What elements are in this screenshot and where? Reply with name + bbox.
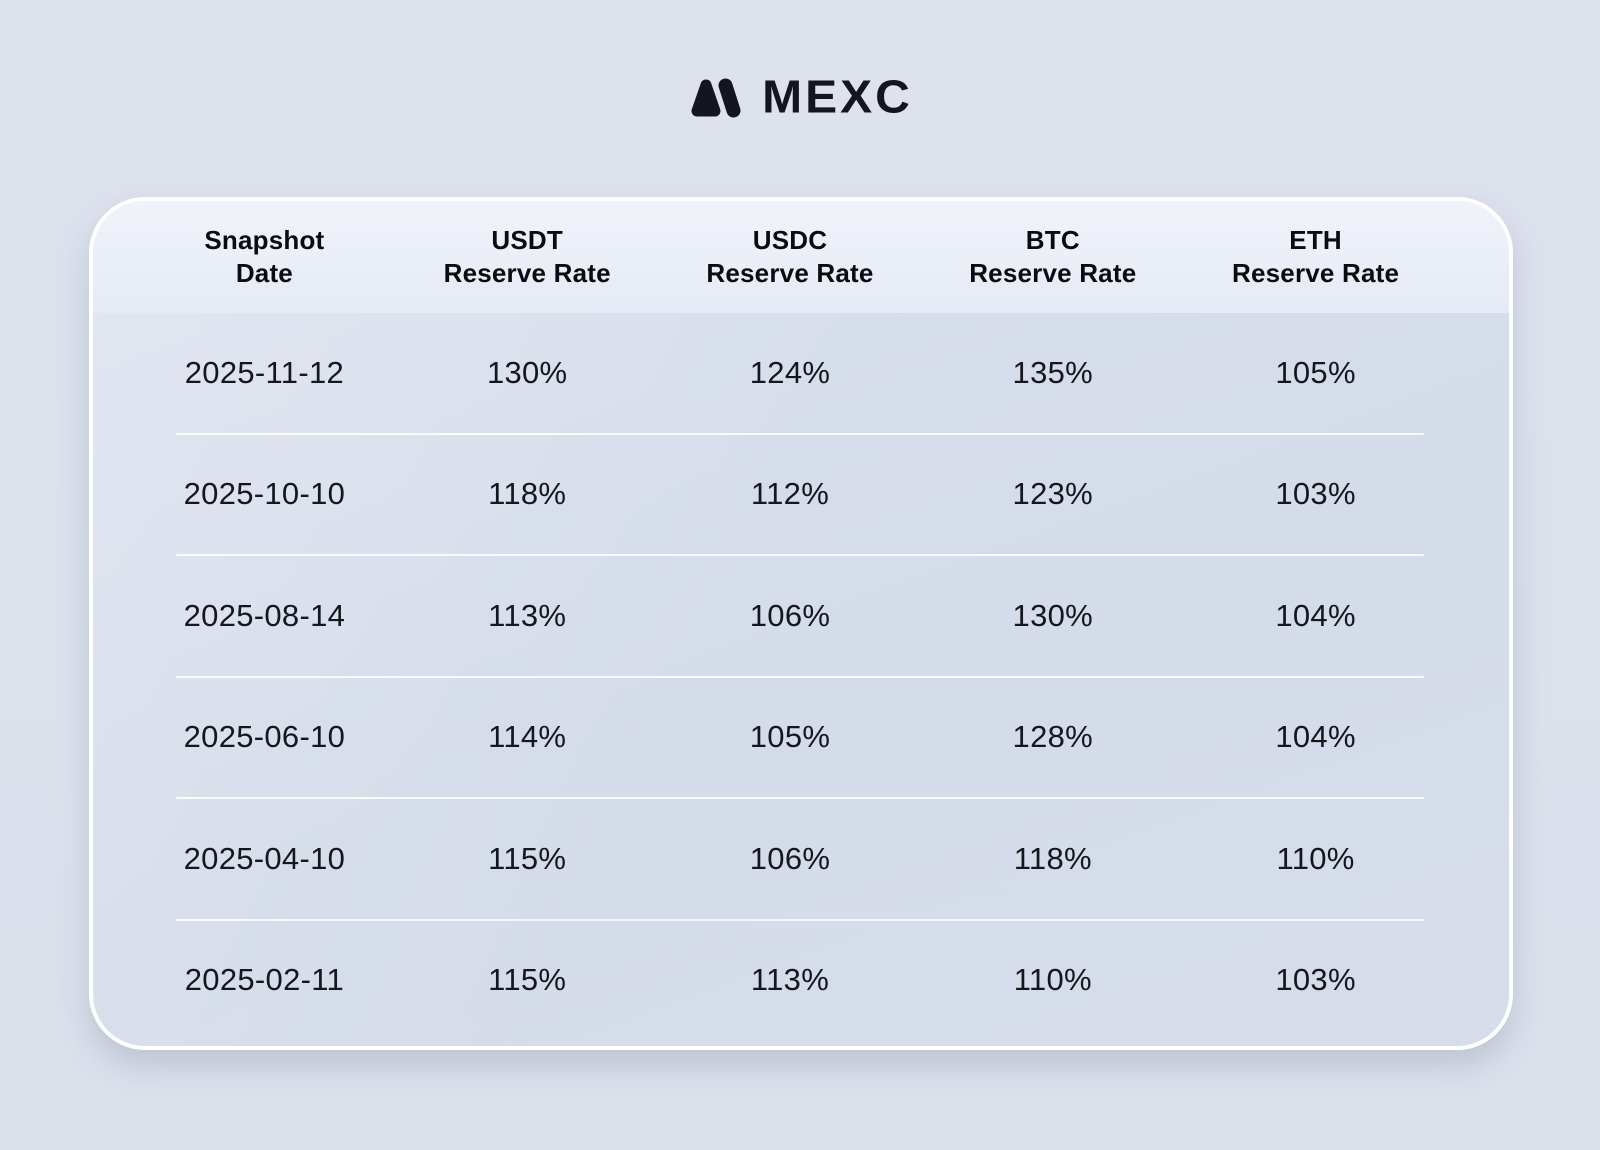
table-body: 2025-11-12 130% 124% 135% 105% 2025-10-1… (93, 313, 1509, 1046)
cell-usdt-rate: 115% (488, 840, 567, 876)
column-header-usdt-reserve-rate: USDT Reserve Rate (443, 224, 611, 288)
column-header-usdc-reserve-rate: USDC Reserve Rate (706, 224, 874, 288)
cell-btc-rate: 123% (1012, 476, 1094, 512)
table-row: 2025-04-10 115% 106% 118% 110% (93, 799, 1509, 919)
column-header-eth-reserve-rate: ETH Reserve Rate (1231, 224, 1400, 288)
reserve-rate-table-card: Snapshot Date USDT Reserve Rate USDC Res… (89, 197, 1513, 1050)
cell-btc-rate: 128% (1012, 719, 1094, 755)
cell-snapshot-date: 2025-02-11 (184, 962, 345, 998)
cell-snapshot-date: 2025-08-14 (183, 597, 346, 633)
cell-snapshot-date: 2025-04-10 (183, 840, 346, 876)
cell-eth-rate: 103% (1275, 962, 1356, 998)
row-divider (176, 554, 1424, 556)
column-header-snapshot-date: Snapshot Date (204, 224, 325, 288)
cell-usdt-rate: 113% (488, 597, 567, 633)
cell-btc-rate: 130% (1012, 597, 1094, 633)
cell-usdc-rate: 106% (749, 840, 831, 876)
brand-logo: MEXC (0, 68, 1600, 128)
cell-btc-rate: 135% (1012, 354, 1094, 390)
cell-usdt-rate: 114% (488, 719, 567, 755)
cell-btc-rate: 110% (1013, 962, 1092, 998)
cell-eth-rate: 105% (1275, 354, 1356, 390)
cell-usdc-rate: 124% (749, 354, 831, 390)
table-row: 2025-10-10 118% 112% 123% 103% (93, 435, 1509, 555)
cell-usdt-rate: 130% (486, 354, 568, 390)
row-divider (176, 432, 1424, 435)
cell-eth-rate: 104% (1275, 719, 1356, 755)
cell-snapshot-date: 2025-11-12 (184, 354, 345, 390)
cell-usdc-rate: 113% (750, 962, 830, 998)
cell-btc-rate: 118% (1013, 840, 1092, 876)
table-row: 2025-02-11 115% 113% 110% 103% (93, 921, 1509, 1041)
cell-eth-rate: 110% (1276, 840, 1355, 876)
row-divider (176, 918, 1424, 921)
cell-usdc-rate: 106% (749, 597, 831, 633)
cell-usdc-rate: 112% (750, 476, 830, 512)
cell-eth-rate: 103% (1275, 476, 1356, 512)
table-header-row: Snapshot Date USDT Reserve Rate USDC Res… (93, 201, 1509, 313)
row-divider (176, 675, 1424, 678)
table-row: 2025-08-14 113% 106% 130% 104% (93, 556, 1509, 676)
cell-usdc-rate: 105% (749, 719, 831, 755)
cell-snapshot-date: 2025-06-10 (183, 719, 346, 755)
row-divider (176, 797, 1424, 799)
cell-snapshot-date: 2025-10-10 (183, 476, 346, 512)
table-row: 2025-06-10 114% 105% 128% 104% (93, 678, 1509, 798)
mexc-mountain-icon (691, 78, 741, 118)
table-row: 2025-11-12 130% 124% 135% 105% (93, 313, 1509, 433)
brand-wordmark: MEXC (762, 72, 913, 123)
column-header-btc-reserve-rate: BTC Reserve Rate (969, 224, 1137, 288)
cell-usdt-rate: 115% (488, 962, 567, 998)
cell-eth-rate: 104% (1275, 597, 1356, 633)
cell-usdt-rate: 118% (488, 476, 567, 512)
